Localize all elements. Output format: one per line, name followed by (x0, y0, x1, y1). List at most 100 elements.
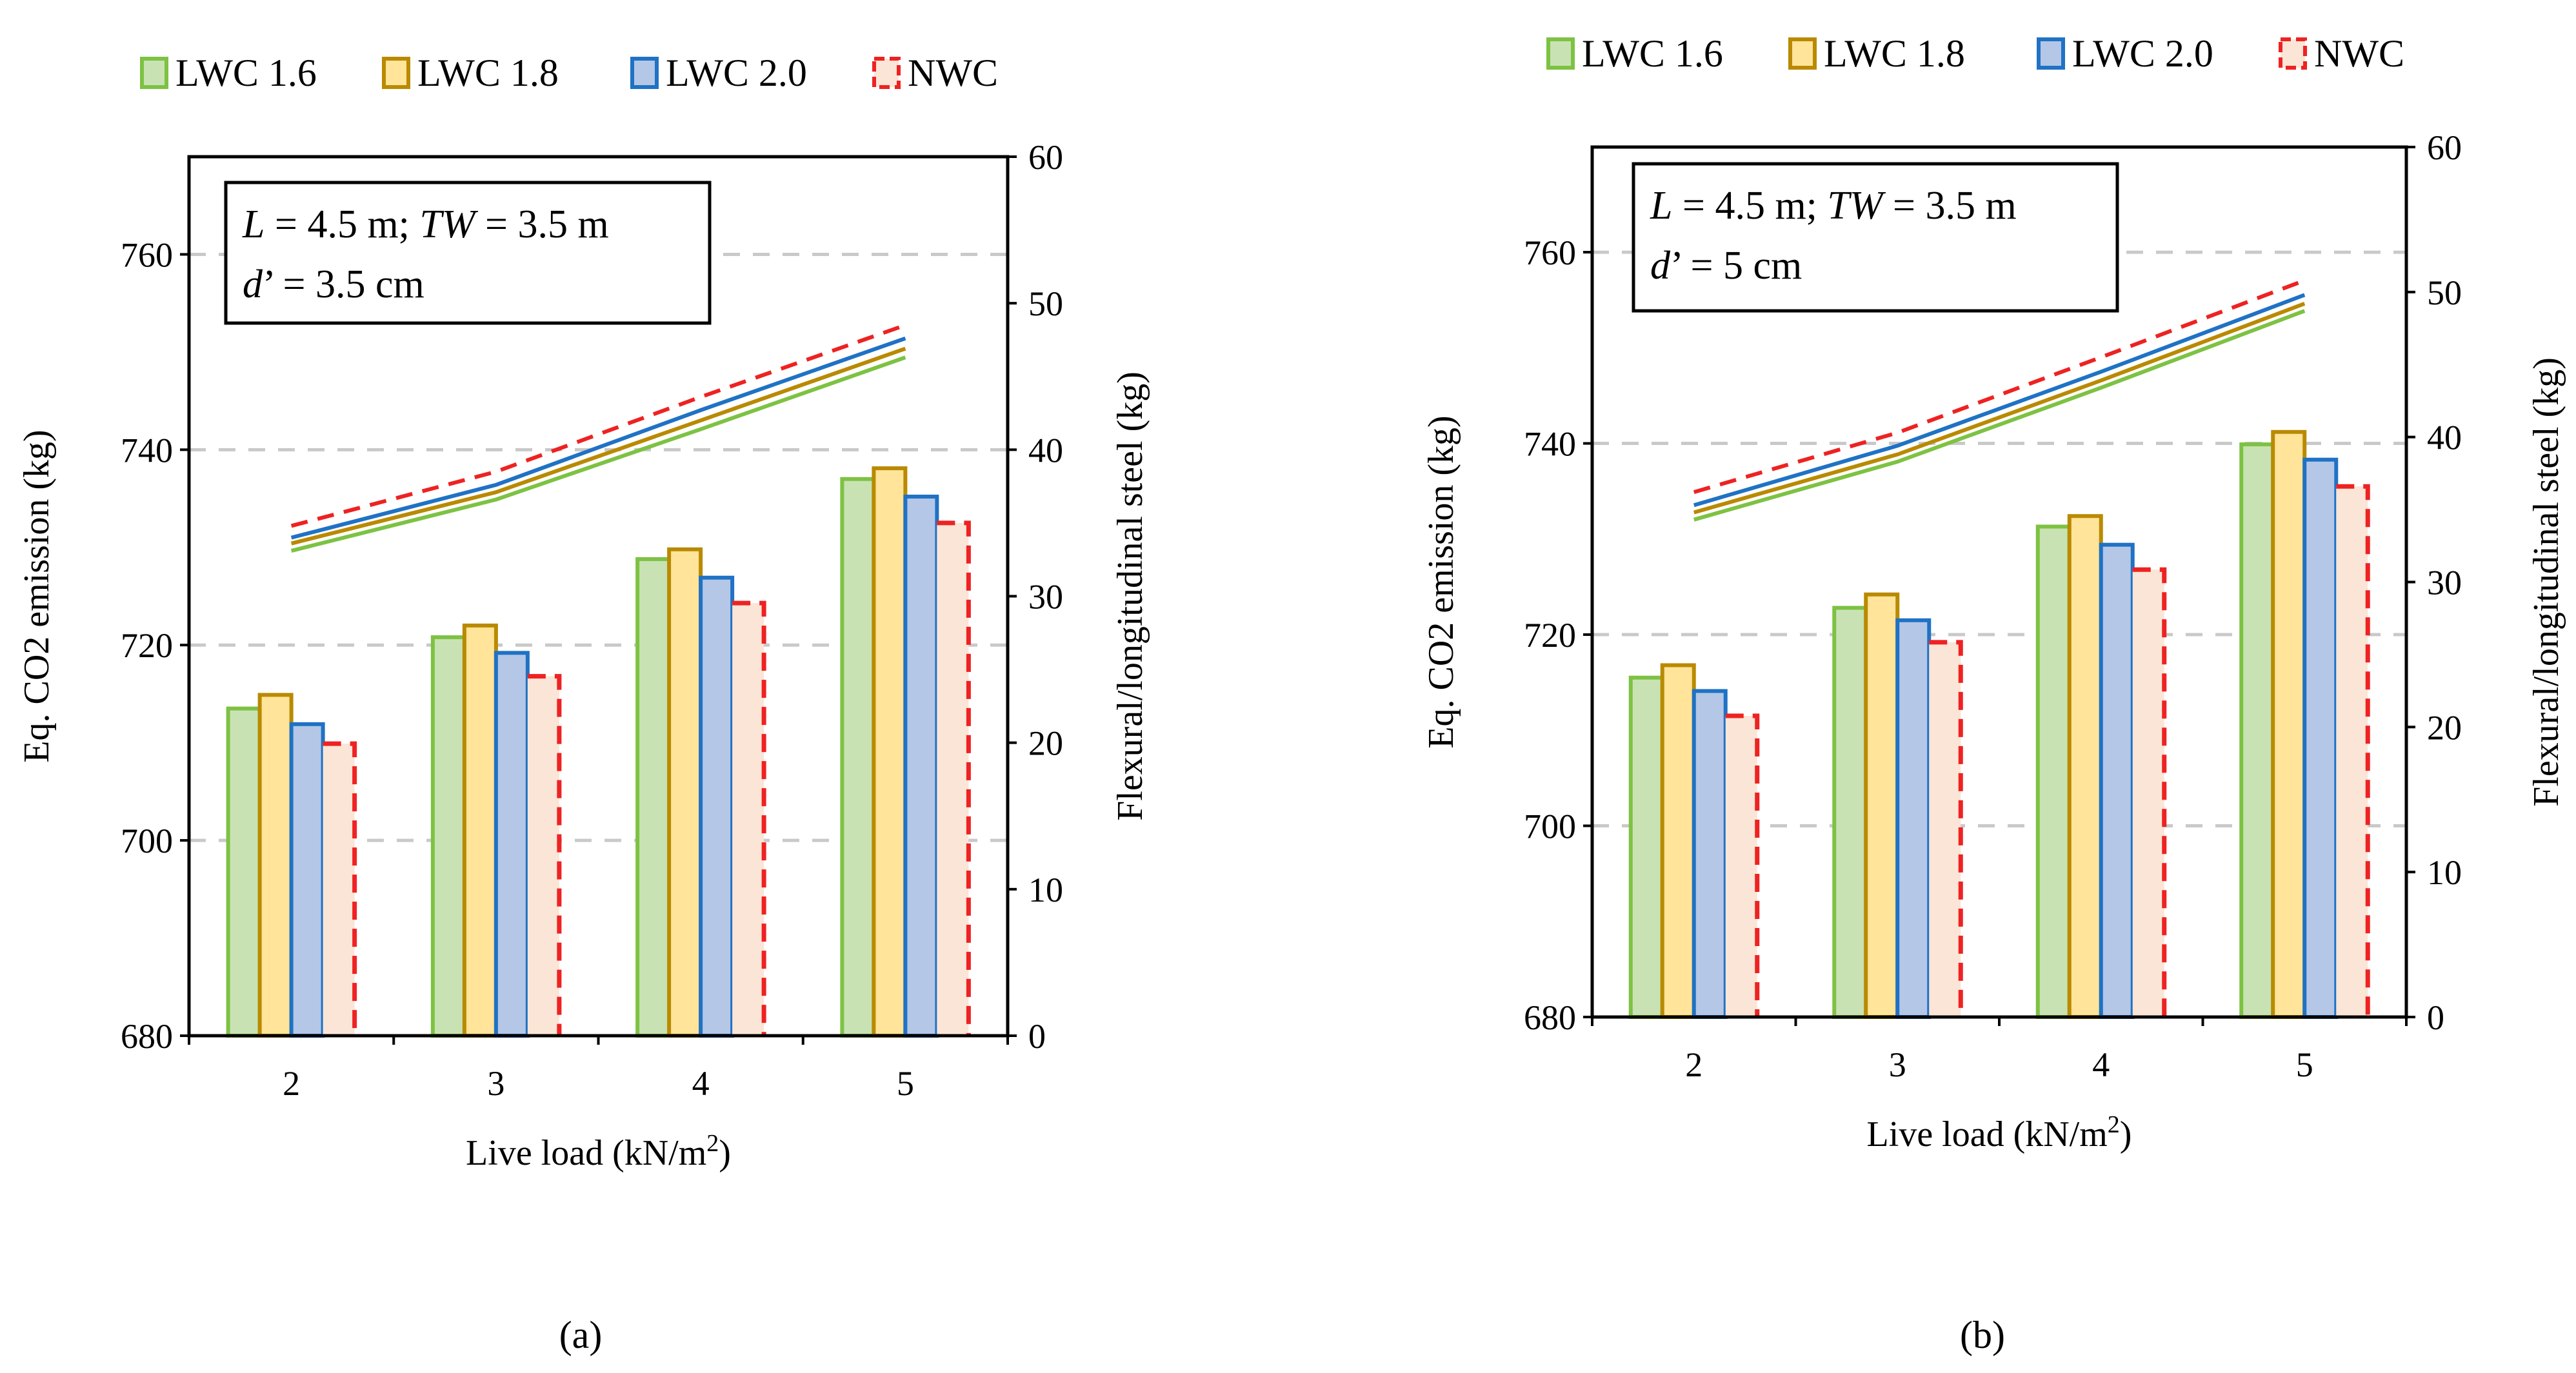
annotation-line-1: L = 4.5 m; TW = 3.5 m (242, 202, 609, 246)
y2-tick-label: 50 (2427, 273, 2462, 312)
line-lwc-1-8 (1693, 302, 2306, 515)
bar-nwc-4 (2132, 569, 2164, 1017)
x-tick-label: 4 (2092, 1045, 2110, 1084)
line-lwc-2-0 (290, 336, 906, 540)
y2-tick-label: 30 (2427, 564, 2462, 602)
x-tick-label: 4 (692, 1064, 710, 1103)
bar-lwc-1-8-4 (2069, 516, 2101, 1017)
y-tick-label: 760 (1524, 233, 1576, 272)
y-tick-label: 720 (1524, 616, 1576, 655)
y2-tick-label: 10 (1028, 871, 1063, 909)
bar-lwc-1-6-4 (2037, 526, 2070, 1017)
bar-nwc-2 (323, 744, 355, 1036)
x-tick-label: 2 (283, 1064, 300, 1103)
legend: LWC 1.6 LWC 1.8 LWC 2.0 NWC (1546, 32, 2404, 75)
y2-tick-label: 40 (2427, 419, 2462, 457)
legend: LWC 1.6 LWC 1.8 LWC 2.0 NWC (140, 52, 998, 94)
x-axis-title: Live load (kN/m2) (466, 1130, 731, 1173)
line-nwc (290, 323, 906, 528)
y2-tick-label: 50 (1028, 284, 1063, 323)
bar-lwc-1-8-2 (259, 695, 292, 1036)
annotation-line-2: d’ = 3.5 cm (243, 262, 424, 306)
panel-b: 680 700 720 740 760 0 10 20 30 40 50 60 2 3 4 5 Live loa… (1421, 32, 2566, 1356)
bar-lwc-1-6-4 (637, 558, 670, 1036)
legend-swatch-lwc-2-0 (630, 57, 659, 89)
annotation-line-2: d’ = 5 cm (1650, 244, 1802, 288)
legend-label-lwc-1-6: LWC 1.6 (1582, 32, 1723, 75)
x-tick-label: 2 (1685, 1045, 1702, 1084)
bar-outline-dashed (2336, 484, 2370, 1017)
y-tick-label: 680 (1524, 998, 1576, 1037)
bar-lwc-1-6-5 (842, 479, 874, 1036)
bar-lwc-1-6-2 (1630, 677, 1662, 1017)
legend-swatch-nwc (2279, 37, 2307, 70)
legend-label-lwc-2-0: LWC 2.0 (666, 52, 807, 94)
legend-label-nwc: NWC (908, 52, 998, 94)
legend-swatch-lwc-1-8 (1788, 37, 1817, 70)
x-tick-label: 3 (487, 1064, 504, 1103)
line-lwc-1-6 (290, 355, 906, 553)
bar-lwc-1-6-3 (1834, 607, 1866, 1017)
bar-nwc-5 (937, 522, 969, 1036)
y-axis-title: Eq. CO2 emission (kg) (1421, 415, 1461, 748)
y2-tick-label: 0 (1028, 1017, 1046, 1056)
y2-tick-label: 0 (2427, 998, 2444, 1037)
y2-tick-label: 60 (1028, 138, 1063, 177)
bar-lwc-1-8-2 (1662, 665, 1694, 1017)
annotation-box (1632, 162, 2119, 313)
panel-a: 680 700 720 740 760 0 10 20 30 40 50 60 2 3 4 5 Live loa… (17, 52, 1150, 1356)
legend-label-lwc-2-0: LWC 2.0 (2072, 32, 2213, 75)
legend-swatch-nwc (872, 57, 901, 89)
y2-tick-label: 10 (2427, 853, 2462, 892)
bar-outline-dashed (1929, 640, 1963, 1017)
y-tick-label: 700 (121, 822, 173, 860)
y2-axis-title: Flexural/longitudinal steel (kg) (1110, 371, 1150, 821)
bar-nwc-3 (1929, 642, 1961, 1017)
y-axis-title: Eq. CO2 emission (kg) (17, 430, 57, 762)
bar-outline-dashed (527, 674, 562, 1036)
bar-nwc-4 (732, 603, 764, 1036)
bar-lwc-1-8-5 (874, 468, 906, 1036)
legend-swatch-lwc-1-8 (382, 57, 410, 89)
bar-lwc-1-8-4 (669, 549, 701, 1036)
bar-lwc-2-0-4 (2101, 544, 2133, 1017)
bar-lwc-1-8-3 (464, 625, 496, 1036)
bar-lwc-2-0-5 (905, 497, 937, 1036)
line-lwc-2-0 (1693, 293, 2306, 508)
x-tick-label: 5 (897, 1064, 914, 1103)
annotation-line-1: L = 4.5 m; TW = 3.5 m (1650, 184, 2017, 228)
y2-tick-label: 20 (1028, 724, 1063, 763)
bar-lwc-1-6-3 (432, 637, 464, 1036)
x-axis-title: Live load (kN/m2) (1867, 1111, 2132, 1154)
bar-lwc-2-0-5 (2304, 459, 2337, 1017)
legend-label-lwc-1-8: LWC 1.8 (417, 52, 559, 94)
x-tick-label: 3 (1889, 1045, 1906, 1084)
bar-lwc-2-0-4 (701, 577, 733, 1036)
bar-outline-dashed (937, 520, 971, 1036)
bar-lwc-1-8-5 (2273, 431, 2305, 1017)
y-tick-label: 680 (121, 1017, 173, 1056)
bar-nwc-2 (1725, 716, 1757, 1017)
y2-tick-label: 30 (1028, 578, 1063, 617)
y-tick-label: 740 (121, 431, 173, 469)
panel-caption: (a) (559, 1314, 603, 1356)
legend-swatch-lwc-2-0 (2037, 37, 2065, 70)
bar-outline-dashed (732, 600, 766, 1036)
bar-outline-dashed (1725, 713, 1760, 1017)
bar-lwc-1-8-3 (1866, 594, 1898, 1017)
bar-nwc-3 (527, 676, 559, 1036)
legend-label-lwc-1-8: LWC 1.8 (1824, 32, 1965, 75)
bar-nwc-5 (2336, 486, 2368, 1017)
y-tick-label: 700 (1524, 807, 1576, 846)
y-tick-label: 740 (1524, 425, 1576, 464)
bar-lwc-1-6-5 (2241, 444, 2273, 1017)
bar-lwc-1-6-2 (228, 708, 260, 1036)
y2-axis-title: Flexural/longitudinal steel (kg) (2526, 357, 2566, 807)
line-lwc-1-8 (290, 346, 906, 546)
y2-tick-label: 60 (2427, 128, 2462, 167)
y-tick-label: 720 (121, 626, 173, 665)
bar-outline-dashed (323, 741, 357, 1036)
bar-lwc-2-0-3 (495, 653, 528, 1036)
annotation-box (224, 181, 712, 325)
y2-tick-label: 20 (2427, 708, 2462, 747)
